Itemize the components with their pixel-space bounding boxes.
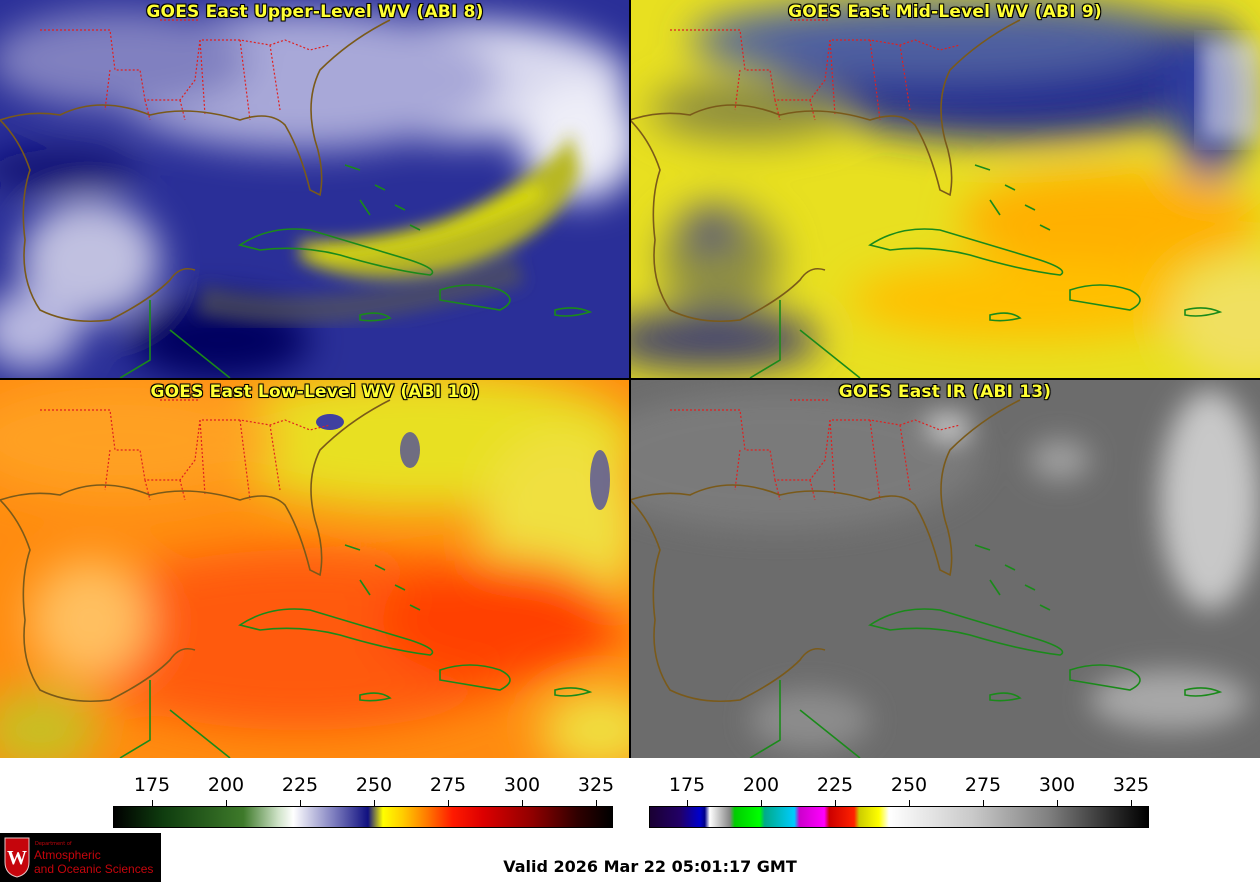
- wv-colorbar-tick: [596, 800, 597, 806]
- ir-colorbar-tick-label: 325: [1112, 774, 1150, 796]
- upper-level-wv-panel: GOES East Upper-Level WV (ABI 8): [0, 0, 630, 378]
- wv-colorbar-tick: [522, 800, 523, 806]
- ir-colorbar-tick-label: 275: [964, 774, 1002, 796]
- ir-colorbar-tick-label: 200: [742, 774, 780, 796]
- valid-time: Valid 2026 Mar 22 05:01:17 GMT: [503, 857, 797, 876]
- ir-panel: GOES East IR (ABI 13): [630, 380, 1260, 758]
- ir-colorbar-tick-label: 300: [1038, 774, 1076, 796]
- wv-colorbar-tick: [374, 800, 375, 806]
- wv-colorbar-tick-label: 225: [281, 774, 319, 796]
- mid-level-wv-panel: GOES East Mid-Level WV (ABI 9): [630, 0, 1260, 378]
- wv-colorbar-tick-label: 300: [503, 774, 541, 796]
- panel-title: GOES East Upper-Level WV (ABI 8): [146, 2, 484, 22]
- ir-colorbar-tick: [761, 800, 762, 806]
- logo-atmospheric-text: Atmospheric: [34, 848, 101, 862]
- wv-colorbar-tick-label: 175: [133, 774, 171, 796]
- seal-letter: W: [7, 847, 27, 869]
- wv-colorbar-tick-label: 275: [429, 774, 467, 796]
- wv-colorbar-tick: [226, 800, 227, 806]
- ir-colorbar-tick: [1131, 800, 1132, 806]
- ir-colorbar-tick-label: 175: [668, 774, 706, 796]
- wv-colorbar-tick: [300, 800, 301, 806]
- ir-colorbar-tick: [983, 800, 984, 806]
- wv-colorbar-tick-label: 250: [355, 774, 393, 796]
- wv-colorbar: [113, 806, 613, 828]
- wv-colorbar-tick-label: 325: [577, 774, 615, 796]
- ir-colorbar-tick-label: 250: [890, 774, 928, 796]
- ir-colorbar-tick: [909, 800, 910, 806]
- ir-colorbar: [649, 806, 1149, 828]
- panel-title: GOES East Low-Level WV (ABI 10): [150, 382, 480, 402]
- wv-colorbar-tick: [152, 800, 153, 806]
- wv-colorbar-tick: [448, 800, 449, 806]
- uw-seal-icon: W: [4, 837, 30, 878]
- panel-title: GOES East Mid-Level WV (ABI 9): [788, 2, 1102, 22]
- wv-colorbar-tick-label: 200: [207, 774, 245, 796]
- panel-title: GOES East IR (ABI 13): [838, 382, 1052, 402]
- upper-level-wv-image: [0, 0, 630, 378]
- logo-oceanic-text: and Oceanic Sciences: [34, 862, 154, 876]
- low-level-wv-image: [0, 380, 630, 758]
- ir-colorbar-tick: [835, 800, 836, 806]
- ir-colorbar-tick: [1057, 800, 1058, 806]
- low-level-wv-panel: GOES East Low-Level WV (ABI 10): [0, 380, 630, 758]
- mid-level-wv-image: [630, 0, 1260, 378]
- ir-colorbar-tick: [687, 800, 688, 806]
- panel-divider-vertical: [629, 0, 631, 758]
- logo-department-text: Department of: [35, 841, 72, 847]
- ir-colorbar-tick-label: 225: [816, 774, 854, 796]
- aos-logo[interactable]: W Department of Atmospheric and Oceanic …: [0, 833, 161, 882]
- ir-image: [630, 380, 1260, 758]
